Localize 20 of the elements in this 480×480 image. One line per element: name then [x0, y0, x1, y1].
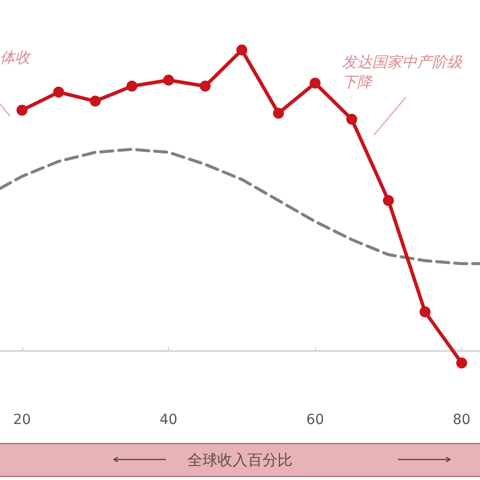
point — [200, 80, 211, 92]
point — [420, 306, 431, 318]
point — [346, 114, 358, 125]
x-axis-title: 全球收入百分比 — [188, 450, 292, 470]
annotation: 体收 — [0, 48, 32, 66]
x-tick-label: 60 — [306, 412, 324, 428]
point — [456, 358, 468, 368]
x-tick-label: 40 — [160, 412, 178, 428]
point — [126, 80, 138, 92]
point — [163, 74, 174, 86]
point — [272, 108, 284, 119]
point — [16, 104, 28, 116]
point — [310, 78, 321, 89]
point — [53, 86, 64, 98]
annotation: 发达国家中产阶级下降 — [342, 53, 463, 91]
point — [90, 96, 101, 107]
point — [382, 194, 394, 206]
point — [236, 44, 248, 56]
x-tick-label: 20 — [13, 412, 31, 428]
x-tick-label: 80 — [452, 412, 471, 428]
